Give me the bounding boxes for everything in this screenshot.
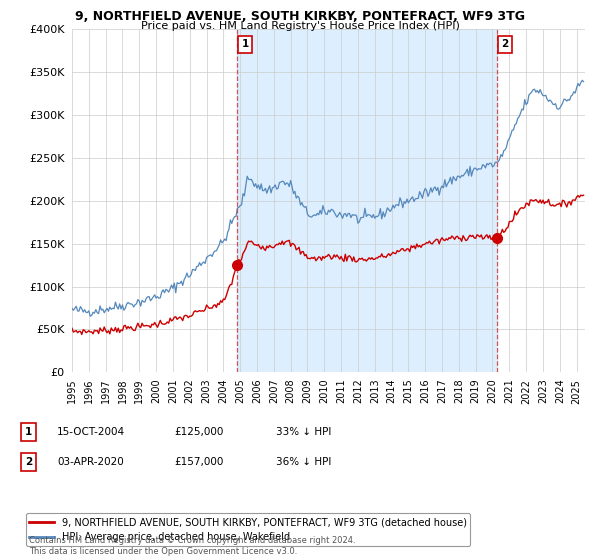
Text: 03-APR-2020: 03-APR-2020 bbox=[57, 457, 124, 467]
Text: Price paid vs. HM Land Registry's House Price Index (HPI): Price paid vs. HM Land Registry's House … bbox=[140, 21, 460, 31]
Text: £125,000: £125,000 bbox=[174, 427, 223, 437]
Text: 2: 2 bbox=[25, 457, 32, 467]
Text: 9, NORTHFIELD AVENUE, SOUTH KIRKBY, PONTEFRACT, WF9 3TG: 9, NORTHFIELD AVENUE, SOUTH KIRKBY, PONT… bbox=[75, 10, 525, 23]
Text: Contains HM Land Registry data © Crown copyright and database right 2024.
This d: Contains HM Land Registry data © Crown c… bbox=[29, 536, 355, 556]
Text: £157,000: £157,000 bbox=[174, 457, 223, 467]
Text: 33% ↓ HPI: 33% ↓ HPI bbox=[276, 427, 331, 437]
Bar bbox=[236, 29, 497, 372]
Text: 2: 2 bbox=[502, 39, 509, 49]
Text: 15-OCT-2004: 15-OCT-2004 bbox=[57, 427, 125, 437]
Text: 36% ↓ HPI: 36% ↓ HPI bbox=[276, 457, 331, 467]
Text: 1: 1 bbox=[241, 39, 248, 49]
Text: 1: 1 bbox=[25, 427, 32, 437]
Legend: 9, NORTHFIELD AVENUE, SOUTH KIRKBY, PONTEFRACT, WF9 3TG (detached house), HPI: A: 9, NORTHFIELD AVENUE, SOUTH KIRKBY, PONT… bbox=[26, 514, 470, 546]
